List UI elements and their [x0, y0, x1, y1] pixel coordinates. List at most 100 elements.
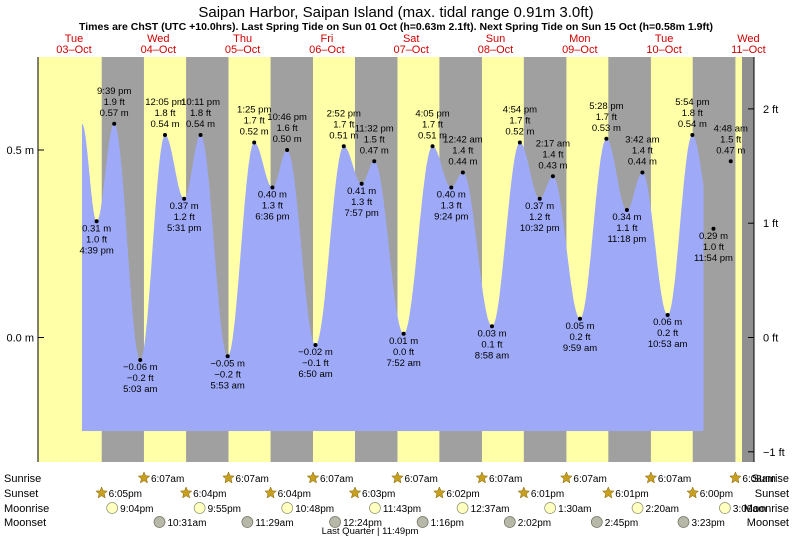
- extreme-time-label: 4:39 pm: [79, 245, 113, 256]
- extreme-time-label: 11:18 pm: [607, 234, 646, 245]
- sunset-time: 6:01pm: [531, 489, 564, 500]
- extreme-m-label: −0.06 m: [123, 362, 158, 373]
- extreme-time-label: 3:42 am: [625, 135, 659, 146]
- right-tick-label: 0 ft: [763, 333, 778, 345]
- extreme-time-label: 5:54 pm: [675, 97, 709, 108]
- sunrise-time: 6:07am: [151, 474, 184, 485]
- extreme-point: [624, 208, 629, 212]
- extreme-ft-label: 1.8 ft: [682, 108, 703, 119]
- moonrise-time: 1:30am: [558, 504, 591, 515]
- extreme-ft-label: 0.2 ft: [569, 332, 590, 343]
- moonset-time: 10:31am: [168, 518, 207, 529]
- extreme-m-label: 0.52 m: [505, 127, 534, 138]
- astro-row-label-right: Moonrise: [744, 503, 789, 515]
- day-name-label: Wed: [147, 33, 169, 45]
- extreme-m-label: 0.54 m: [678, 119, 707, 130]
- moonrise-time: 9:55pm: [208, 504, 241, 515]
- extreme-ft-label: 1.7 ft: [596, 112, 617, 123]
- extreme-point: [690, 133, 695, 137]
- moonset-time: 12:24pm: [343, 518, 382, 529]
- extreme-m-label: 0.34 m: [612, 212, 641, 223]
- extreme-m-label: 0.54 m: [150, 119, 179, 130]
- moonrise-icon: [544, 502, 557, 514]
- moonrise-icon: [193, 502, 206, 514]
- sunset-time: 6:02pm: [446, 489, 479, 500]
- sun-icon: [686, 486, 700, 499]
- chart-title: Saipan Harbor, Saipan Island (max. tidal…: [198, 4, 593, 21]
- moonrise-time: 10:48pm: [295, 504, 334, 515]
- extreme-point: [198, 133, 203, 137]
- extreme-m-label: 0.44 m: [448, 157, 477, 168]
- extreme-time-label: 10:32 pm: [520, 223, 560, 234]
- tide-area: [82, 123, 704, 432]
- moonset-icon: [590, 516, 603, 528]
- sunrise-time: 6:08am: [742, 474, 775, 485]
- extreme-m-label: 0.37 m: [170, 201, 199, 212]
- extreme-point: [270, 185, 275, 190]
- extreme-time-label: 5:53 am: [210, 380, 244, 391]
- moonset-icon: [241, 516, 254, 528]
- day-date-label: 06–Oct: [309, 44, 344, 56]
- extreme-time-label: 5:03 am: [123, 384, 157, 395]
- astro-row-label-right: Sunset: [755, 488, 789, 500]
- extreme-time-label: 10:11 pm: [181, 97, 220, 108]
- left-tick-label: 0.0 m: [6, 333, 34, 345]
- extreme-m-label: 0.57 m: [100, 108, 129, 119]
- moonrise-icon: [106, 502, 119, 514]
- sunrise-time: 6:07am: [658, 474, 691, 485]
- extreme-time-label: 8:58 am: [475, 350, 509, 361]
- moonset-time: 1:16pm: [431, 518, 464, 529]
- extreme-ft-label: 1.3 ft: [441, 201, 462, 212]
- extreme-point: [578, 316, 583, 321]
- extreme-m-label: −0.05 m: [210, 358, 245, 369]
- sunrise-time: 6:07am: [573, 474, 606, 485]
- extreme-ft-label: 1.2 ft: [529, 212, 550, 223]
- astro-rows: Sunrise Sunrise Sunset Sunset Moonrise Moonri…: [4, 471, 789, 537]
- extreme-ft-label: 0.0 ft: [393, 347, 414, 358]
- extreme-point: [252, 140, 257, 145]
- sunset-time: 6:03pm: [362, 489, 395, 500]
- moonset-icon: [153, 516, 166, 528]
- extreme-ft-label: 1.7 ft: [244, 116, 265, 127]
- tide-curve: [82, 123, 704, 432]
- astro-row-label-right: Sunrise: [752, 473, 789, 485]
- moonrise-time: 2:20am: [646, 504, 679, 515]
- day-name-label: Tue: [65, 33, 84, 45]
- sunset-time: 6:04pm: [278, 489, 311, 500]
- extreme-time-label: 9:24 pm: [434, 212, 468, 223]
- extreme-time-label: 9:59 am: [563, 343, 597, 354]
- extreme-m-label: 0.54 m: [186, 119, 215, 130]
- extreme-point: [401, 331, 406, 336]
- chart-subtitle: Times are ChST (UTC +10.0hrs). Last Spri…: [79, 21, 713, 33]
- extreme-point: [359, 181, 364, 186]
- day-name-label: Fri: [320, 33, 333, 45]
- astro-row-label-right: Moonset: [747, 517, 789, 529]
- extreme-m-label: 0.40 m: [437, 190, 466, 201]
- sun-icon: [560, 471, 573, 484]
- sun-icon: [95, 486, 108, 499]
- extreme-time-label: 6:36 pm: [255, 212, 289, 223]
- extreme-m-label: 0.29 m: [699, 231, 728, 242]
- moonrise-time: 9:04pm: [120, 504, 153, 515]
- day-name-label: Thu: [233, 33, 252, 45]
- extreme-time-label: 4:54 pm: [503, 105, 537, 116]
- extreme-m-label: 0.47 m: [360, 145, 389, 156]
- extreme-point: [313, 343, 318, 347]
- extreme-time-label: 5:28 pm: [589, 101, 623, 112]
- extreme-m-label: 0.53 m: [592, 123, 621, 134]
- moonrise-icon: [369, 502, 381, 514]
- extreme-point: [94, 219, 99, 224]
- extreme-time-label: 11:32 pm: [355, 123, 394, 134]
- day-labels: Tue03–OctWed04–OctThu05–OctFri06–OctSat0…: [56, 33, 765, 56]
- extreme-m-label: 0.51 m: [329, 130, 358, 141]
- moonrise-time: 11:43pm: [383, 504, 421, 515]
- sun-icon: [137, 471, 151, 484]
- right-tick-label: −1 ft: [763, 447, 785, 459]
- extreme-ft-label: 1.4 ft: [452, 146, 473, 157]
- right-tick-label: 2 ft: [763, 104, 778, 116]
- day-name-label: Tue: [655, 33, 674, 45]
- extreme-point: [372, 159, 377, 164]
- extreme-point: [182, 196, 187, 201]
- extreme-point: [430, 144, 435, 149]
